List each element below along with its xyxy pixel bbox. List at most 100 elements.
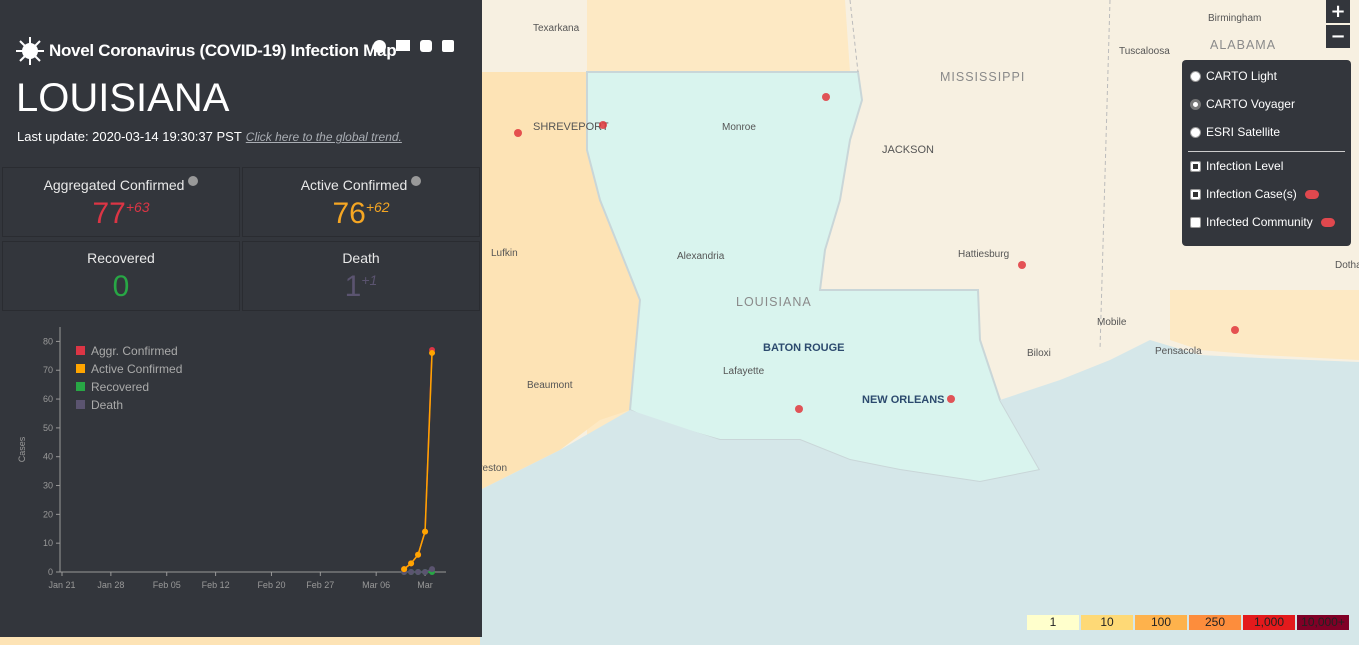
stat-number: 0: [112, 270, 130, 303]
trend-link[interactable]: Click here to the global trend.: [245, 130, 402, 144]
overlay-option[interactable]: Infected Community: [1190, 214, 1335, 230]
stat-box: Aggregated Confirmed 77+63: [2, 167, 240, 237]
stat-number: 77: [92, 197, 126, 230]
stat-value: 76+62: [243, 197, 479, 231]
stat-number: 76: [332, 197, 366, 230]
info-dot: [188, 176, 199, 186]
stat-box: Recovered 0: [2, 241, 240, 311]
data-point: [408, 569, 415, 575]
case-marker[interactable]: [1018, 261, 1026, 269]
y-tick-label: 50: [43, 423, 53, 433]
case-marker[interactable]: [822, 93, 830, 101]
map-label: Mobile: [1097, 317, 1127, 328]
legend-label: Recovered: [91, 380, 149, 394]
data-point: [415, 569, 422, 575]
twitter-icon[interactable]: [442, 40, 454, 52]
map-label: Dothan: [1335, 260, 1359, 271]
overlay-option[interactable]: Infection Case(s): [1190, 186, 1319, 202]
region-name: LOUISIANA: [16, 76, 230, 120]
map-label: Lufkin: [491, 248, 518, 259]
series-line: [403, 352, 433, 570]
y-tick-label: 30: [43, 481, 53, 491]
title: Novel Coronavirus (COVID-19) Infection M…: [49, 41, 397, 60]
case-marker[interactable]: [599, 121, 607, 129]
data-point: [429, 566, 436, 573]
base-layer-option[interactable]: ESRI Satellite: [1190, 124, 1280, 140]
map-label: SHREVEPORT: [533, 121, 609, 133]
stat-label: Aggregated Confirmed: [3, 176, 239, 193]
legend-swatch: [76, 346, 85, 355]
y-tick-label: 10: [43, 538, 53, 548]
radio[interactable]: [1190, 126, 1201, 138]
case-marker[interactable]: [1231, 326, 1239, 334]
stat-box: Death 1+1: [242, 241, 480, 311]
legend-swatch: [76, 364, 85, 373]
radio[interactable]: [1190, 70, 1201, 82]
layer-name: CARTO Light: [1206, 69, 1277, 83]
info-dot: [411, 176, 422, 186]
stat-value: 1+1: [243, 270, 479, 304]
virus-icon: [16, 37, 44, 65]
x-tick-label: Feb 12: [202, 580, 230, 590]
legend-item: 250: [1189, 615, 1241, 630]
data-point: [422, 528, 429, 535]
case-marker[interactable]: [514, 129, 522, 137]
base-layer-option[interactable]: CARTO Voyager: [1190, 96, 1295, 112]
legend-item: 1,000: [1243, 615, 1295, 630]
map-label: ALABAMA: [1210, 38, 1276, 52]
data-point: [429, 349, 436, 356]
y-tick-label: 0: [48, 567, 53, 577]
stat-delta: +1: [361, 272, 378, 288]
zoom-out[interactable]: −: [1326, 25, 1350, 48]
github-icon[interactable]: [420, 40, 432, 52]
stat-delta: +62: [365, 199, 390, 215]
layer-icon: [1304, 189, 1319, 199]
legend-item: 1: [1027, 615, 1079, 630]
stat-value: 77+63: [3, 197, 239, 231]
layer-name: Infected Community: [1206, 215, 1313, 229]
toolbar: [373, 40, 454, 53]
zoom-in[interactable]: +: [1326, 0, 1350, 23]
map-label: Hattiesburg: [958, 249, 1009, 260]
help-icon[interactable]: [373, 40, 386, 53]
overlay-option[interactable]: Infection Level: [1190, 158, 1283, 174]
legend-label: Death: [91, 398, 123, 412]
radio[interactable]: [1190, 98, 1201, 110]
y-axis-title: Cases: [17, 436, 27, 462]
map-label: Monroe: [722, 122, 756, 133]
case-marker[interactable]: [947, 395, 955, 403]
base-layer-option[interactable]: CARTO Light: [1190, 68, 1277, 84]
map-label: Lafayette: [723, 366, 765, 377]
map-label: Texarkana: [533, 23, 580, 34]
map-label: Tuscaloosa: [1119, 46, 1170, 57]
x-tick-label: Jan 28: [97, 580, 124, 590]
arkansas-texas: [0, 0, 850, 440]
stat-label: Death: [342, 250, 380, 266]
border: [849, 0, 859, 73]
checkbox[interactable]: [1190, 188, 1201, 200]
legend-swatch: [76, 400, 85, 409]
layer-name: Infection Case(s): [1206, 187, 1297, 201]
y-tick-label: 40: [43, 452, 53, 462]
y-tick-label: 70: [43, 365, 53, 375]
legend: 1 10 100 250 1,000 10,000+: [1027, 615, 1351, 630]
stat-number: 1: [344, 270, 362, 303]
map-label: Galveston: [462, 463, 507, 474]
legend-item: 10,000+: [1297, 615, 1349, 630]
map-label: MISSISSIPPI: [940, 70, 1025, 84]
x-tick-label: Jan 21: [48, 580, 75, 590]
data-point: [408, 560, 415, 567]
info-icon[interactable]: [396, 40, 410, 51]
checkbox[interactable]: [1190, 160, 1201, 172]
map-label: Biloxi: [1027, 348, 1051, 359]
stat-value: 0: [3, 270, 239, 304]
layer-icon: [1320, 217, 1335, 227]
case-marker[interactable]: [795, 405, 803, 413]
checkbox[interactable]: [1190, 216, 1201, 228]
x-tick-label: Feb 27: [306, 580, 334, 590]
y-tick-label: 20: [43, 509, 53, 519]
map-label: NEW ORLEANS: [862, 394, 945, 406]
map-label: Beaumont: [527, 380, 573, 391]
map-label: Birmingham: [1208, 13, 1261, 24]
layer-name: Infection Level: [1206, 159, 1284, 173]
